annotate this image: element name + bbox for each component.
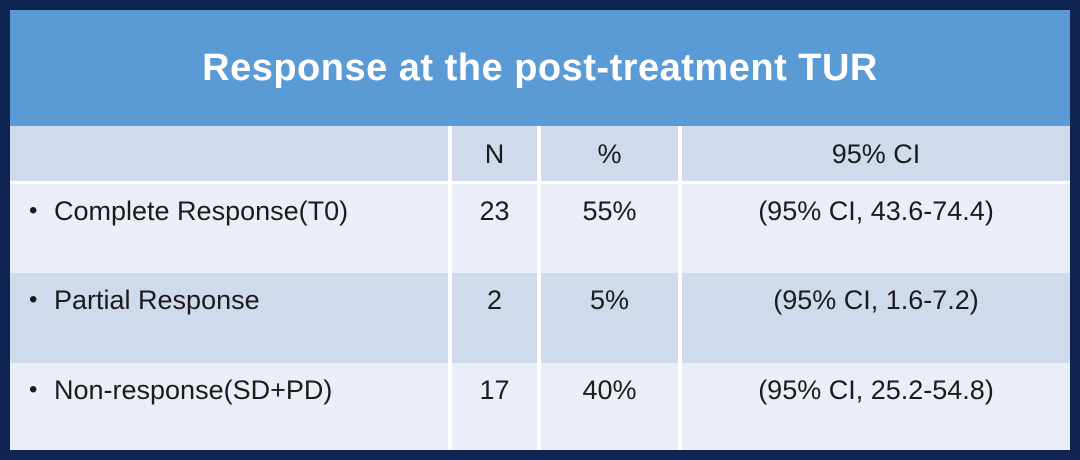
column-header-n: N [448, 126, 537, 181]
cell-percent: 55% [537, 184, 678, 273]
row-label-cell: • Non-response(SD+PD) [10, 363, 448, 450]
bullet-icon: • [29, 197, 38, 224]
cell-95ci: (95% CI, 43.6-74.4) [678, 184, 1070, 273]
row-label: Complete Response(T0) [54, 196, 349, 226]
cell-percent: 40% [537, 363, 678, 450]
cell-95ci: (95% CI, 1.6-7.2) [678, 273, 1070, 363]
row-label-cell: • Complete Response(T0) [10, 184, 448, 273]
column-header-empty [10, 126, 448, 181]
cell-n: 23 [448, 184, 537, 273]
table-header-row: N % 95% CI [10, 126, 1070, 184]
bullet-icon: • [29, 376, 38, 403]
row-label: Partial Response [54, 285, 260, 315]
column-header-95ci: 95% CI [678, 126, 1070, 181]
bullet-icon: • [29, 286, 38, 313]
table-row-partial-response: • Partial Response 2 5% (95% CI, 1.6-7.2… [10, 273, 1070, 363]
slide-inner: Response at the post-treatment TUR N % 9… [10, 10, 1070, 450]
cell-percent: 5% [537, 273, 678, 363]
column-header-percent: % [537, 126, 678, 181]
row-label: Non-response(SD+PD) [54, 375, 333, 405]
cell-95ci: (95% CI, 25.2-54.8) [678, 363, 1070, 450]
row-label-cell: • Partial Response [10, 273, 448, 363]
cell-n: 17 [448, 363, 537, 450]
page-title: Response at the post-treatment TUR [202, 46, 878, 89]
cell-n: 2 [448, 273, 537, 363]
table-row-complete-response: • Complete Response(T0) 23 55% (95% CI, … [10, 184, 1070, 273]
title-band: Response at the post-treatment TUR [10, 10, 1070, 126]
table-row-non-response: • Non-response(SD+PD) 17 40% (95% CI, 25… [10, 363, 1070, 450]
